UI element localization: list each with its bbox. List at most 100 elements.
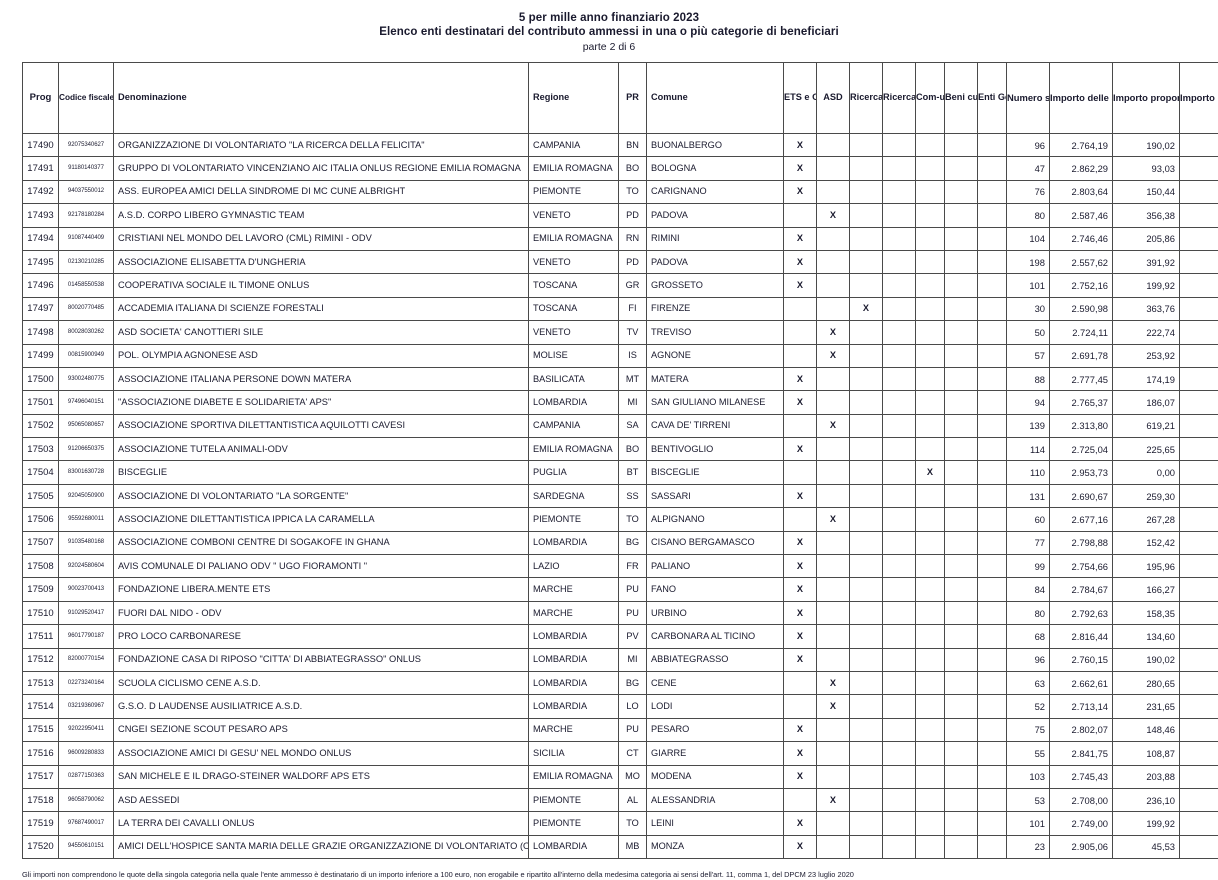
table-header-row: Prog Codice fiscale Denominazione Region…	[23, 63, 1218, 134]
cell-asd	[817, 625, 850, 648]
cell-prog: 17511	[23, 625, 59, 648]
cell-comuni	[916, 297, 945, 320]
cell-importo-scelte-espresse: 2.777,45	[1050, 367, 1113, 390]
cell-codice-fiscale: 82000770154	[59, 648, 114, 671]
cell-pr: PU	[619, 718, 647, 741]
cell-denominazione: ORGANIZZAZIONE DI VOLONTARIATO "LA RICER…	[114, 134, 529, 157]
cell-ets-onlus	[784, 204, 817, 227]
cell-importo-ripartizione: 2,07	[1180, 531, 1218, 554]
cell-asd	[817, 601, 850, 624]
cell-ricerca-scientifica	[850, 835, 883, 858]
cell-pr: BO	[619, 438, 647, 461]
cell-beni-culturali	[945, 765, 978, 788]
cell-codice-fiscale: 90023700413	[59, 578, 114, 601]
document-subtitle: Elenco enti destinatari del contributo a…	[0, 25, 1218, 40]
cell-codice-fiscale: 83001630728	[59, 461, 114, 484]
cell-beni-culturali	[945, 414, 978, 437]
cell-regione: LOMBARDIA	[529, 695, 619, 718]
cell-codice-fiscale: 92024580604	[59, 555, 114, 578]
cell-ets-onlus	[784, 321, 817, 344]
cell-pr: BG	[619, 531, 647, 554]
cell-importo-scelte-espresse: 2.713,14	[1050, 695, 1113, 718]
cell-ricerca-sanitaria	[883, 555, 916, 578]
cell-denominazione: ASSOCIAZIONE ELISABETTA D'UNGHERIA	[114, 250, 529, 273]
cell-importo-scelte-generiche: 190,02	[1113, 134, 1180, 157]
cell-ricerca-scientifica	[850, 555, 883, 578]
cell-importo-scelte-espresse: 2.760,15	[1050, 648, 1113, 671]
cell-comune: CAVA DE' TIRRENI	[647, 414, 784, 437]
cell-ets-onlus: X	[784, 391, 817, 414]
cell-ricerca-scientifica	[850, 812, 883, 835]
cell-regione: LOMBARDIA	[529, 671, 619, 694]
cell-comune: AGNONE	[647, 344, 784, 367]
cell-regione: EMILIA ROMAGNA	[529, 227, 619, 250]
cell-ets-onlus: X	[784, 227, 817, 250]
cell-ricerca-sanitaria	[883, 578, 916, 601]
cell-ricerca-scientifica	[850, 718, 883, 741]
cell-enti-gestori-aree-protette	[978, 788, 1007, 811]
cell-prog: 17505	[23, 484, 59, 507]
cell-importo-scelte-espresse: 2.798,88	[1050, 531, 1113, 554]
cell-importo-scelte-generiche: 195,96	[1113, 555, 1180, 578]
cell-comune: MONZA	[647, 835, 784, 858]
cell-comune: LODI	[647, 695, 784, 718]
cell-importo-scelte-generiche: 190,02	[1113, 648, 1180, 671]
cell-beni-culturali	[945, 391, 978, 414]
cell-ricerca-scientifica	[850, 671, 883, 694]
cell-ricerca-sanitaria	[883, 812, 916, 835]
cell-importo-ripartizione: 2,01	[1180, 718, 1218, 741]
cell-comuni	[916, 344, 945, 367]
cell-prog: 17512	[23, 648, 59, 671]
cell-importo-ripartizione: 5,31	[1180, 250, 1218, 273]
cell-comuni	[916, 812, 945, 835]
cell-prog: 17516	[23, 742, 59, 765]
cell-codice-fiscale: 95592680011	[59, 508, 114, 531]
cell-ets-onlus	[784, 508, 817, 531]
cell-asd	[817, 742, 850, 765]
column-header-ets-onlus: ETS e ONLUS	[784, 63, 817, 134]
cell-pr: RN	[619, 227, 647, 250]
cell-importo-scelte-espresse: 2.745,43	[1050, 765, 1113, 788]
cell-pr: AL	[619, 788, 647, 811]
cell-ricerca-scientifica	[850, 601, 883, 624]
cell-enti-gestori-aree-protette	[978, 812, 1007, 835]
cell-importo-ripartizione: 8,98	[1180, 508, 1218, 531]
cell-denominazione: FONDAZIONE CASA DI RIPOSO "CITTA' DI ABB…	[114, 648, 529, 671]
cell-regione: LAZIO	[529, 555, 619, 578]
cell-prog: 17502	[23, 414, 59, 437]
cell-denominazione: A.S.D. CORPO LIBERO GYMNASTIC TEAM	[114, 204, 529, 227]
cell-ricerca-scientifica	[850, 508, 883, 531]
cell-enti-gestori-aree-protette	[978, 765, 1007, 788]
cell-beni-culturali	[945, 134, 978, 157]
cell-beni-culturali	[945, 204, 978, 227]
cell-asd	[817, 835, 850, 858]
cell-comune: RIMINI	[647, 227, 784, 250]
cell-beni-culturali	[945, 367, 978, 390]
cell-asd	[817, 765, 850, 788]
cell-comune: PALIANO	[647, 555, 784, 578]
cell-numero-scelte: 110	[1007, 461, 1050, 484]
cell-importo-scelte-generiche: 231,65	[1113, 695, 1180, 718]
column-header-asd: ASD	[817, 63, 850, 134]
cell-regione: LOMBARDIA	[529, 531, 619, 554]
cell-beni-culturali	[945, 625, 978, 648]
cell-importo-ripartizione: 9,43	[1180, 671, 1218, 694]
cell-pr: MI	[619, 391, 647, 414]
cell-codice-fiscale: 02130210285	[59, 250, 114, 273]
cell-prog: 17503	[23, 438, 59, 461]
cell-beni-culturali	[945, 344, 978, 367]
cell-enti-gestori-aree-protette	[978, 742, 1007, 765]
column-header-numero-scelte: Numero scelte	[1007, 63, 1050, 134]
cell-importo-ripartizione: 0,00	[1180, 461, 1218, 484]
cell-prog: 17515	[23, 718, 59, 741]
cell-enti-gestori-aree-protette	[978, 297, 1007, 320]
cell-pr: BT	[619, 461, 647, 484]
cell-regione: LOMBARDIA	[529, 835, 619, 858]
